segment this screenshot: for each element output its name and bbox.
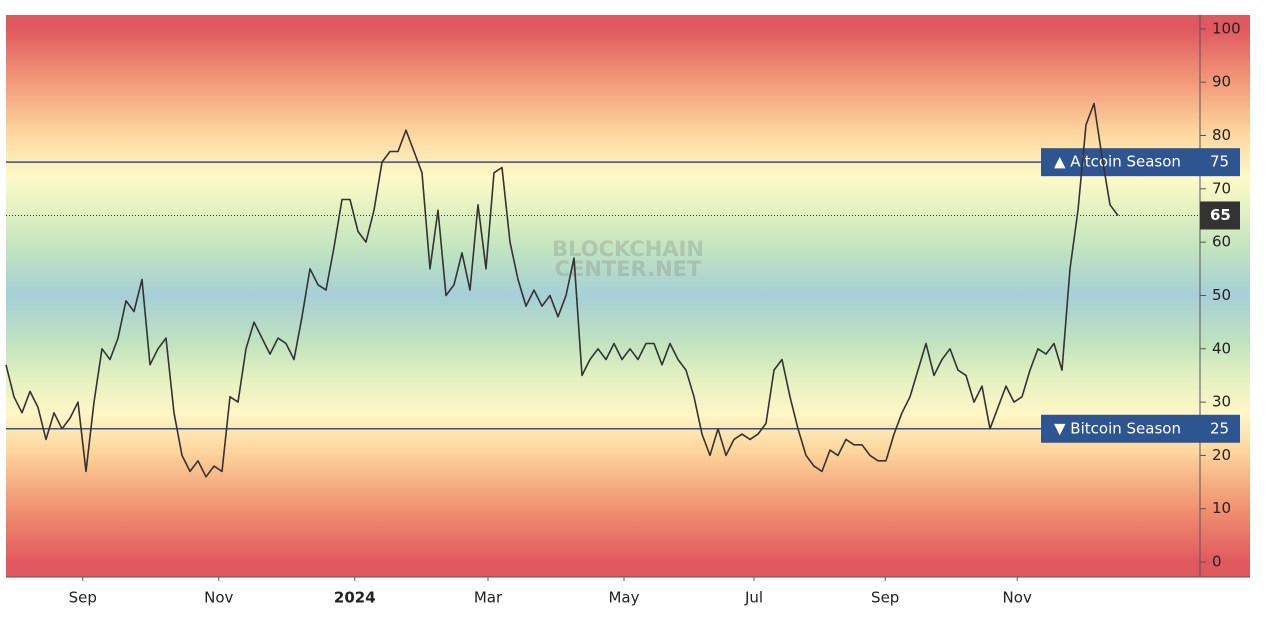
reference-label: ▼ Bitcoin Season [1054, 419, 1181, 437]
last-value-label: 65 [1210, 206, 1231, 224]
x-tick-label: May [608, 589, 639, 607]
reference-value: 75 [1210, 153, 1229, 171]
watermark: BLOCKCHAIN [552, 237, 704, 261]
x-tick-label: Sep [69, 589, 97, 607]
reference-value: 25 [1210, 419, 1229, 437]
x-tick-label: Mar [474, 589, 503, 607]
plot-background [6, 15, 1250, 577]
watermark: CENTER.NET [555, 257, 702, 281]
reference-label-box [1041, 414, 1240, 443]
y-tick-label: 100 [1212, 19, 1241, 37]
last-value-box [1200, 201, 1240, 230]
reference-label: ▲ Altcoin Season [1054, 153, 1181, 171]
x-tick-label: 2024 [334, 589, 376, 607]
y-tick-label: 20 [1212, 446, 1231, 464]
y-tick-label: 0 [1212, 553, 1222, 571]
y-tick-label: 80 [1212, 126, 1231, 144]
y-tick-label: 90 [1212, 73, 1231, 91]
x-tick-label: Sep [871, 589, 899, 607]
x-tick-label: Nov [204, 589, 233, 607]
reference-label-box [1041, 148, 1240, 177]
y-tick-label: 30 [1212, 393, 1231, 411]
series-line [5, 102, 1119, 478]
x-tick-label: Nov [1003, 589, 1032, 607]
x-tick-label: Jul [744, 589, 763, 607]
y-tick-label: 70 [1212, 179, 1231, 197]
x-axis-area [0, 577, 1272, 617]
y-tick-label: 60 [1212, 233, 1231, 251]
y-tick-label: 10 [1212, 499, 1231, 517]
y-tick-label: 50 [1212, 286, 1231, 304]
y-tick-label: 40 [1212, 339, 1231, 357]
